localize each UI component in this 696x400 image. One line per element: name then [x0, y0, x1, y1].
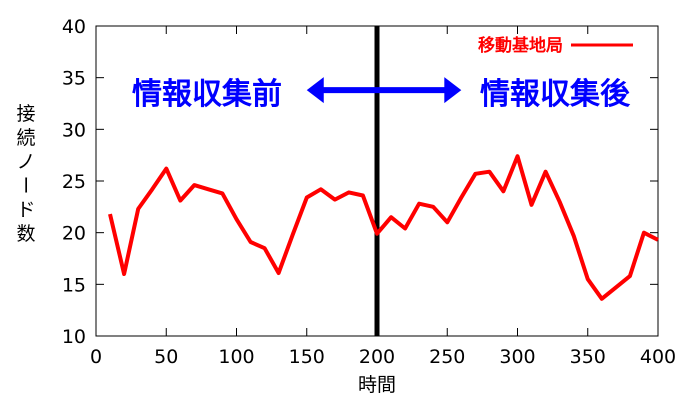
legend-label: 移動基地局 [478, 35, 563, 56]
y-axis-label-char: ー [14, 175, 36, 194]
y-axis-label-char: ノ [16, 151, 35, 173]
x-axis-label: 時間 [358, 374, 396, 396]
x-tick-label: 400 [640, 346, 676, 368]
series-line-mobile-base-station [108, 154, 659, 301]
x-tick-label: 0 [90, 346, 102, 368]
x-ticks: 0 50 100 150 200 250 300 350 400 [90, 26, 676, 368]
y-tick-label: 20 [62, 223, 86, 245]
x-tick-label: 200 [359, 346, 395, 368]
y-axis-label-char: ド [16, 199, 35, 221]
y-tick-label: 35 [62, 68, 86, 90]
y-axis-label-char: 接 [16, 103, 35, 125]
y-tick-label: 30 [62, 119, 86, 141]
y-axis-label-char: 続 [16, 127, 35, 149]
x-tick-label: 300 [499, 346, 535, 368]
double-arrow-icon [306, 77, 462, 104]
annotation-after: 情報収集後 [480, 77, 631, 112]
y-tick-label: 10 [62, 326, 86, 348]
annotation-before: 情報収集前 [132, 77, 282, 112]
arrow-head-right [444, 77, 462, 104]
x-tick-label: 100 [218, 346, 254, 368]
y-tick-label: 40 [62, 16, 86, 38]
y-ticks: 10 15 20 25 30 35 40 [62, 16, 658, 348]
x-tick-label: 150 [289, 346, 325, 368]
y-tick-label: 15 [62, 274, 86, 296]
x-tick-label: 350 [570, 346, 606, 368]
x-tick-label: 250 [429, 346, 465, 368]
y-tick-label: 25 [62, 171, 86, 193]
arrow-head-left [306, 77, 324, 104]
y-axis-label-char: 数 [16, 223, 35, 245]
x-tick-label: 50 [154, 346, 178, 368]
legend: 移動基地局 [478, 35, 633, 56]
